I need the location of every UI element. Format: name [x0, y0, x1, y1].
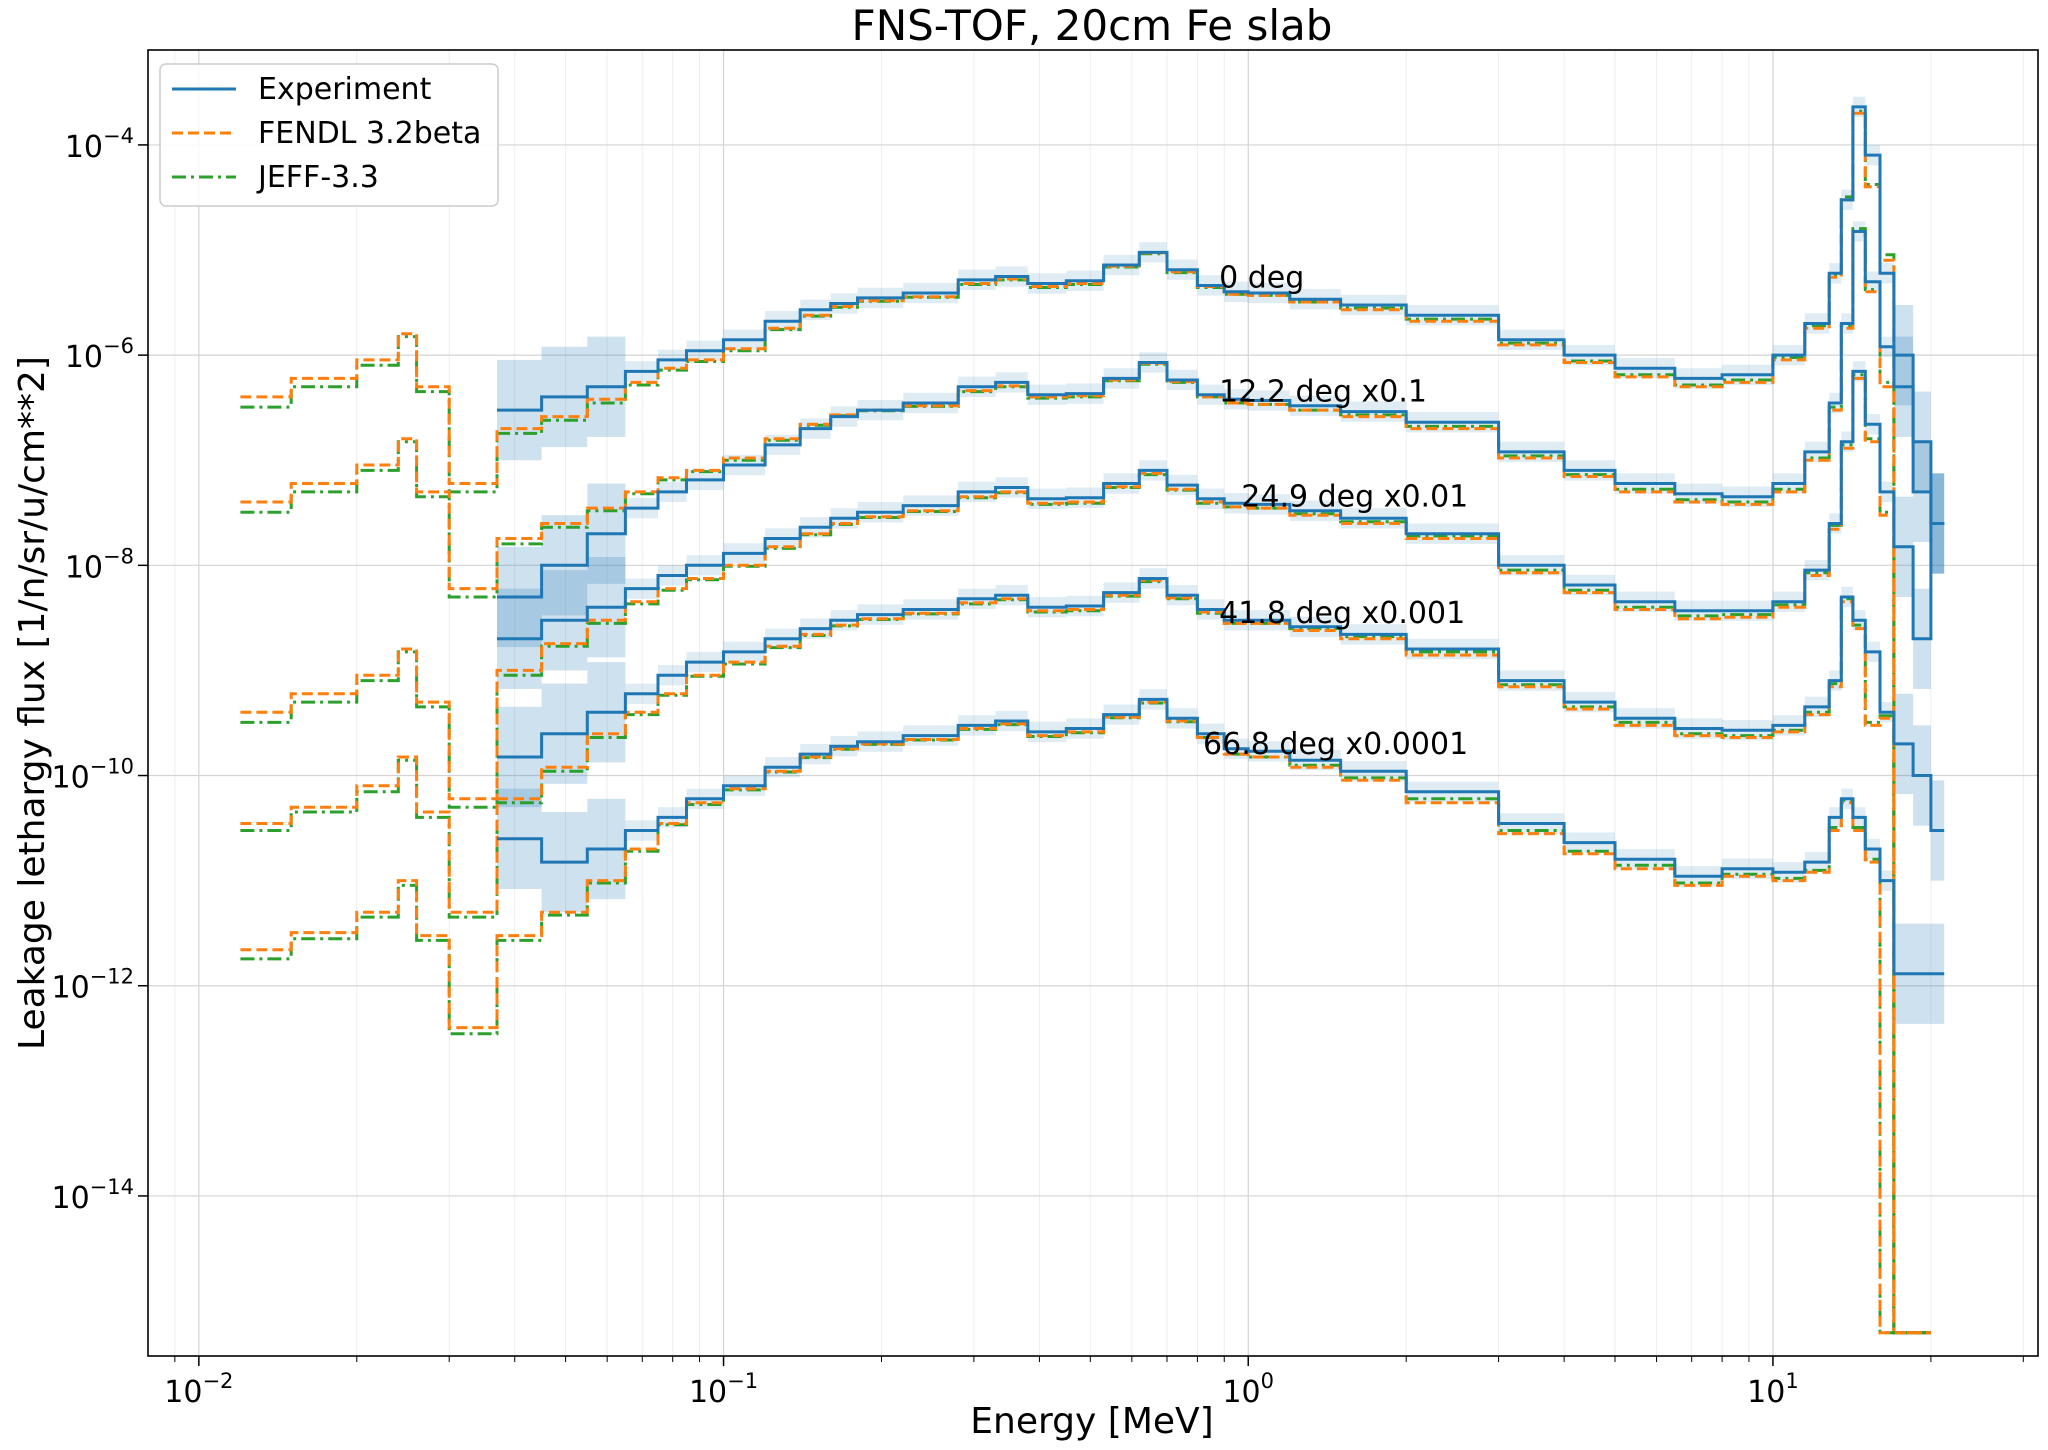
legend-experiment-label: Experiment [258, 72, 432, 107]
angle-annotation: 66.8 deg x0.0001 [1203, 727, 1468, 762]
experiment-line [497, 577, 1945, 832]
experiment-line [497, 697, 1945, 976]
chart-title: FNS-TOF, 20cm Fe slab [852, 1, 1333, 50]
angle-annotation: 41.8 deg x0.001 [1219, 596, 1465, 631]
experiment-line [497, 369, 1945, 641]
fendl-line [240, 700, 1931, 1335]
legend-fendl-label: FENDL 3.2beta [258, 116, 481, 151]
series-lines [240, 105, 1945, 1335]
legend-box [159, 63, 499, 207]
angle-annotations: 0 deg 12.2 deg x0.1 24.9 deg x0.01 41.8 deg… [1203, 260, 1468, 762]
experiment-line [497, 230, 1945, 599]
legend-jeff-label: JEFF-3.3 [256, 160, 379, 195]
experiment-line [497, 105, 1945, 525]
x-axis-ticks: 10−2 10−1 100 101 [164, 1356, 2024, 1410]
angle-annotation: 0 deg [1219, 260, 1304, 295]
x-tick-label: 10−1 [689, 1369, 758, 1410]
y-axis-label: Leakage lethargy flux [1/n/sr/u/cm**2] [12, 356, 53, 1050]
x-axis-label: Energy [MeV] [970, 1401, 1213, 1442]
angle-annotation: 24.9 deg x0.01 [1241, 480, 1468, 515]
plot-frame [147, 49, 2039, 1357]
grid [148, 50, 2038, 1356]
angle-annotation: 12.2 deg x0.1 [1219, 375, 1427, 410]
legend: Experiment FENDL 3.2beta JEFF-3.3 [159, 63, 499, 207]
